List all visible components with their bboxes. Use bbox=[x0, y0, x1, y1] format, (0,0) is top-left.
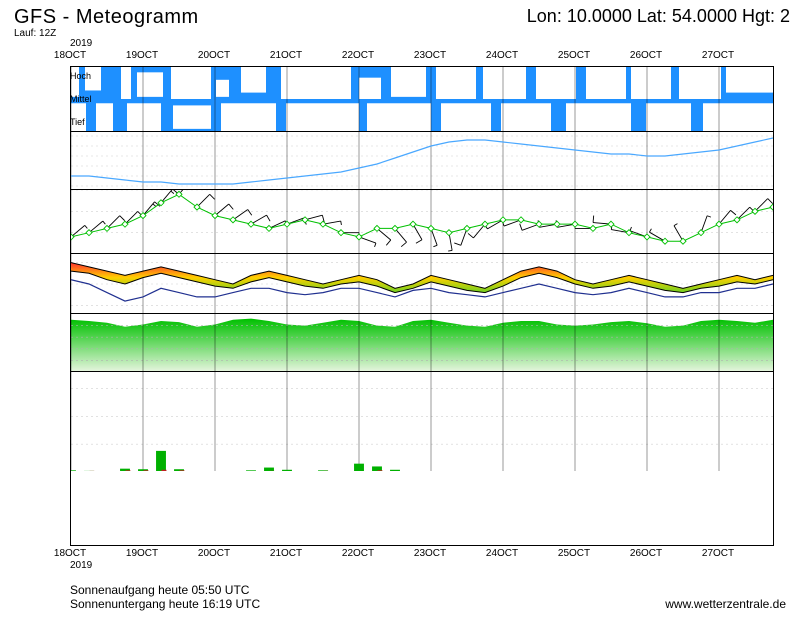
xaxis-tick: 27OCT bbox=[702, 548, 734, 559]
rh-svg bbox=[71, 314, 773, 371]
title-row: GFS - Meteogramm Lon: 10.0000 Lat: 54.00… bbox=[14, 6, 790, 26]
xaxis-tick: 18OCT bbox=[54, 50, 86, 61]
meteogram-page: GFS - Meteogramm Lon: 10.0000 Lat: 54.00… bbox=[0, 0, 800, 625]
xaxis-tick: 21OCT bbox=[270, 548, 302, 559]
xaxis-tick: 24OCT bbox=[486, 548, 518, 559]
source-url: www.wetterzentrale.de bbox=[665, 597, 786, 611]
xaxis-tick: 20OCT bbox=[198, 548, 230, 559]
sunset-text: Sonnenuntergang heute 16:19 UTC bbox=[70, 597, 260, 611]
xaxis-tick: 21OCT bbox=[270, 50, 302, 61]
xaxis-tick: 25OCT bbox=[558, 548, 590, 559]
cloud-level-mid: Mittel bbox=[71, 94, 92, 104]
wind-panel: Wind Geschwi. Windfahnen (kt) 051015 bbox=[71, 189, 773, 253]
panel-stack: Wolken (%) L e v e l Hoch Mittel Tief Bo… bbox=[70, 66, 774, 546]
xaxis-tick: 23OCT bbox=[414, 548, 446, 559]
year-bot: 2019 bbox=[70, 560, 92, 571]
plot-area: 2019 18OCT19OCT20OCT21OCT22OCT23OCT24OCT… bbox=[70, 66, 774, 546]
xaxis-tick: 27OCT bbox=[702, 50, 734, 61]
xaxis-tick: 20OCT bbox=[198, 50, 230, 61]
xaxis-tick: 19OCT bbox=[126, 548, 158, 559]
xaxis-tick: 26OCT bbox=[630, 50, 662, 61]
cloud-level-low: Tief bbox=[71, 117, 85, 127]
xaxis-tick: 26OCT bbox=[630, 548, 662, 559]
xaxis-tick: 22OCT bbox=[342, 548, 374, 559]
xaxis-tick: 23OCT bbox=[414, 50, 446, 61]
xaxis-tick: 25OCT bbox=[558, 50, 590, 61]
xaxis-bottom: 18OCT19OCT20OCT21OCT22OCT23OCT24OCT25OCT… bbox=[70, 548, 774, 572]
cloud-level-high: Hoch bbox=[71, 71, 91, 81]
pressure-svg bbox=[71, 132, 773, 189]
sunrise-text: Sonnenaufgang heute 05:50 UTC bbox=[70, 583, 260, 597]
year-top: 2019 bbox=[70, 38, 92, 49]
temp-svg bbox=[71, 254, 773, 313]
xaxis-tick: 24OCT bbox=[486, 50, 518, 61]
footer: Sonnenaufgang heute 05:50 UTC Sonnenunte… bbox=[70, 583, 260, 611]
wind-svg bbox=[71, 190, 773, 253]
clouds-svg bbox=[71, 67, 773, 131]
xaxis-top: 2019 18OCT19OCT20OCT21OCT22OCT23OCT24OCT… bbox=[70, 38, 774, 66]
precip-svg bbox=[71, 372, 773, 471]
xaxis-tick: 22OCT bbox=[342, 50, 374, 61]
precip-panel: Niederschlag (mm) 051015 bbox=[71, 371, 773, 471]
rh-panel: 2m RF (%) 20406080 bbox=[71, 313, 773, 371]
coords-label: Lon: 10.0000 Lat: 54.0000 Hgt: 2 bbox=[527, 6, 790, 27]
clouds-panel: Wolken (%) L e v e l Hoch Mittel Tief bbox=[71, 67, 773, 131]
pressure-panel: Bodendruck (hPa) 10051010101510201025103… bbox=[71, 131, 773, 189]
xaxis-tick: 18OCT bbox=[54, 548, 86, 559]
xaxis-tick: 19OCT bbox=[126, 50, 158, 61]
chart-title: GFS - Meteogramm bbox=[14, 6, 199, 28]
temp-panel: T-Min, Max Taupunkt (C) 51015 bbox=[71, 253, 773, 313]
run-label: Lauf: 12Z bbox=[14, 28, 56, 39]
